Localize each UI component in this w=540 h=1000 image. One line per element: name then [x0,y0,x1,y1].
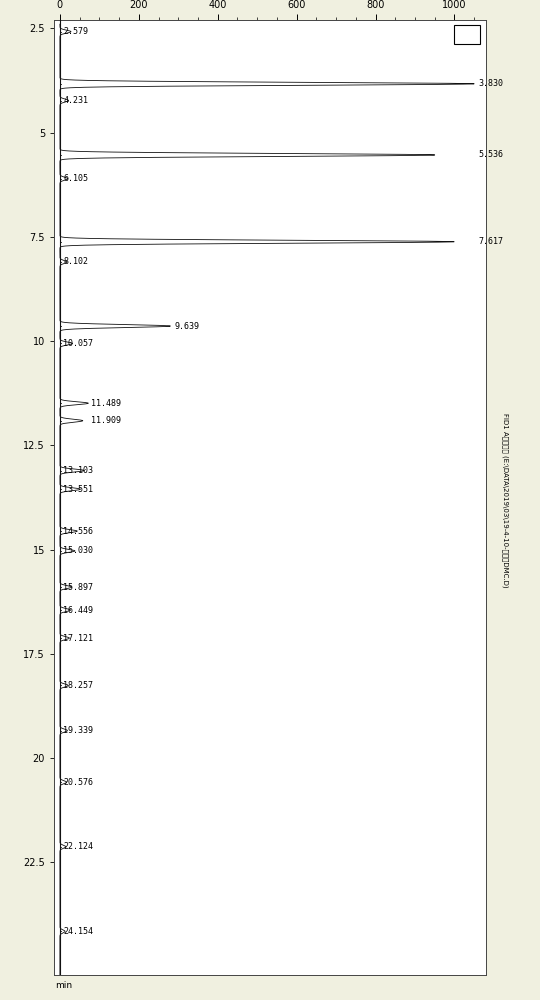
Text: 24.154: 24.154 [63,927,93,936]
Text: 4.231: 4.231 [63,96,88,105]
Text: 9.639: 9.639 [174,322,199,331]
Text: 8.102: 8.102 [63,257,88,266]
Text: 5.536: 5.536 [478,150,503,159]
Text: 17.121: 17.121 [63,634,93,643]
Text: min: min [55,981,72,990]
Text: 15.897: 15.897 [63,583,93,592]
Text: 16.449: 16.449 [63,606,93,615]
Text: 13.551: 13.551 [63,485,93,494]
Bar [455,25,480,44]
Text: 7.617: 7.617 [478,237,503,246]
Text: 6.105: 6.105 [63,174,88,183]
Text: 14.556: 14.556 [63,527,93,536]
Text: 2.579: 2.579 [63,27,88,36]
Text: 11.489: 11.489 [91,399,122,408]
Text: 19.339: 19.339 [63,726,93,735]
Text: 11.909: 11.909 [91,416,122,425]
Text: FID1 A采集时间 (E:\DATA\2019\03\19-4-10-妆鲁甲DMC.D): FID1 A采集时间 (E:\DATA\2019\03\19-4-10-妆鲁甲D… [502,413,508,587]
Text: 22.124: 22.124 [63,842,93,851]
Text: 3.830: 3.830 [478,79,503,88]
Text: 13.103: 13.103 [63,466,93,475]
Text: 18.257: 18.257 [63,681,93,690]
Text: 10.057: 10.057 [63,339,93,348]
Text: 20.576: 20.576 [63,778,93,787]
Text: 15.030: 15.030 [63,546,93,555]
